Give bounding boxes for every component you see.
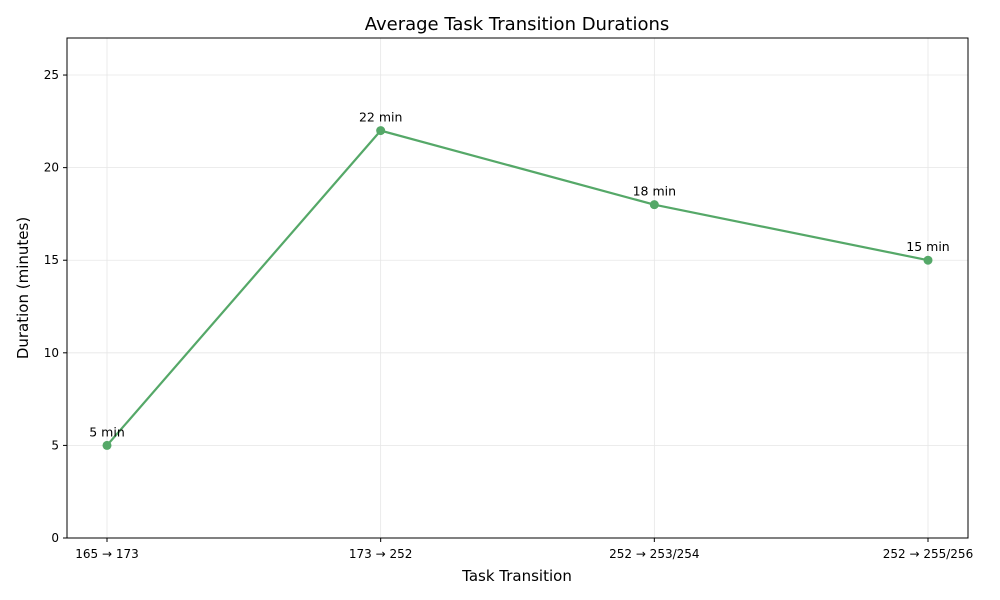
data-label: 18 min	[633, 184, 676, 199]
y-axis: 0 5 10 15 20 25	[44, 68, 67, 545]
chart-title: Average Task Transition Durations	[365, 14, 670, 35]
y-tick-label: 25	[44, 68, 59, 82]
y-tick-label: 15	[44, 253, 59, 267]
plot-frame	[66, 37, 969, 539]
x-tick-label: 165 → 173	[75, 547, 139, 561]
data-point	[649, 200, 659, 210]
x-axis: 165 → 173 173 → 252 252 → 253/254 252 → 255…	[75, 538, 973, 561]
x-axis-title: Task Transition	[461, 567, 572, 585]
grid	[67, 38, 968, 539]
x-tick-label: 252 → 253/254	[609, 547, 699, 561]
data-point	[923, 255, 933, 265]
series	[102, 126, 933, 450]
data-label: 22 min	[359, 110, 402, 125]
y-tick-label: 0	[51, 531, 59, 545]
x-tick-label: 173 → 252	[349, 547, 413, 561]
y-tick-label: 10	[44, 346, 59, 360]
data-labels: 5 min 22 min 18 min 15 min	[89, 110, 949, 440]
y-axis-title: Duration (minutes)	[14, 217, 32, 359]
data-label: 15 min	[906, 239, 949, 254]
y-tick-label: 5	[51, 438, 59, 452]
data-point	[102, 440, 112, 450]
series-line	[105, 129, 930, 447]
x-tick-label: 252 → 255/256	[883, 547, 973, 561]
data-point	[376, 126, 386, 136]
data-label: 5 min	[89, 424, 125, 439]
y-tick-label: 20	[44, 161, 59, 175]
